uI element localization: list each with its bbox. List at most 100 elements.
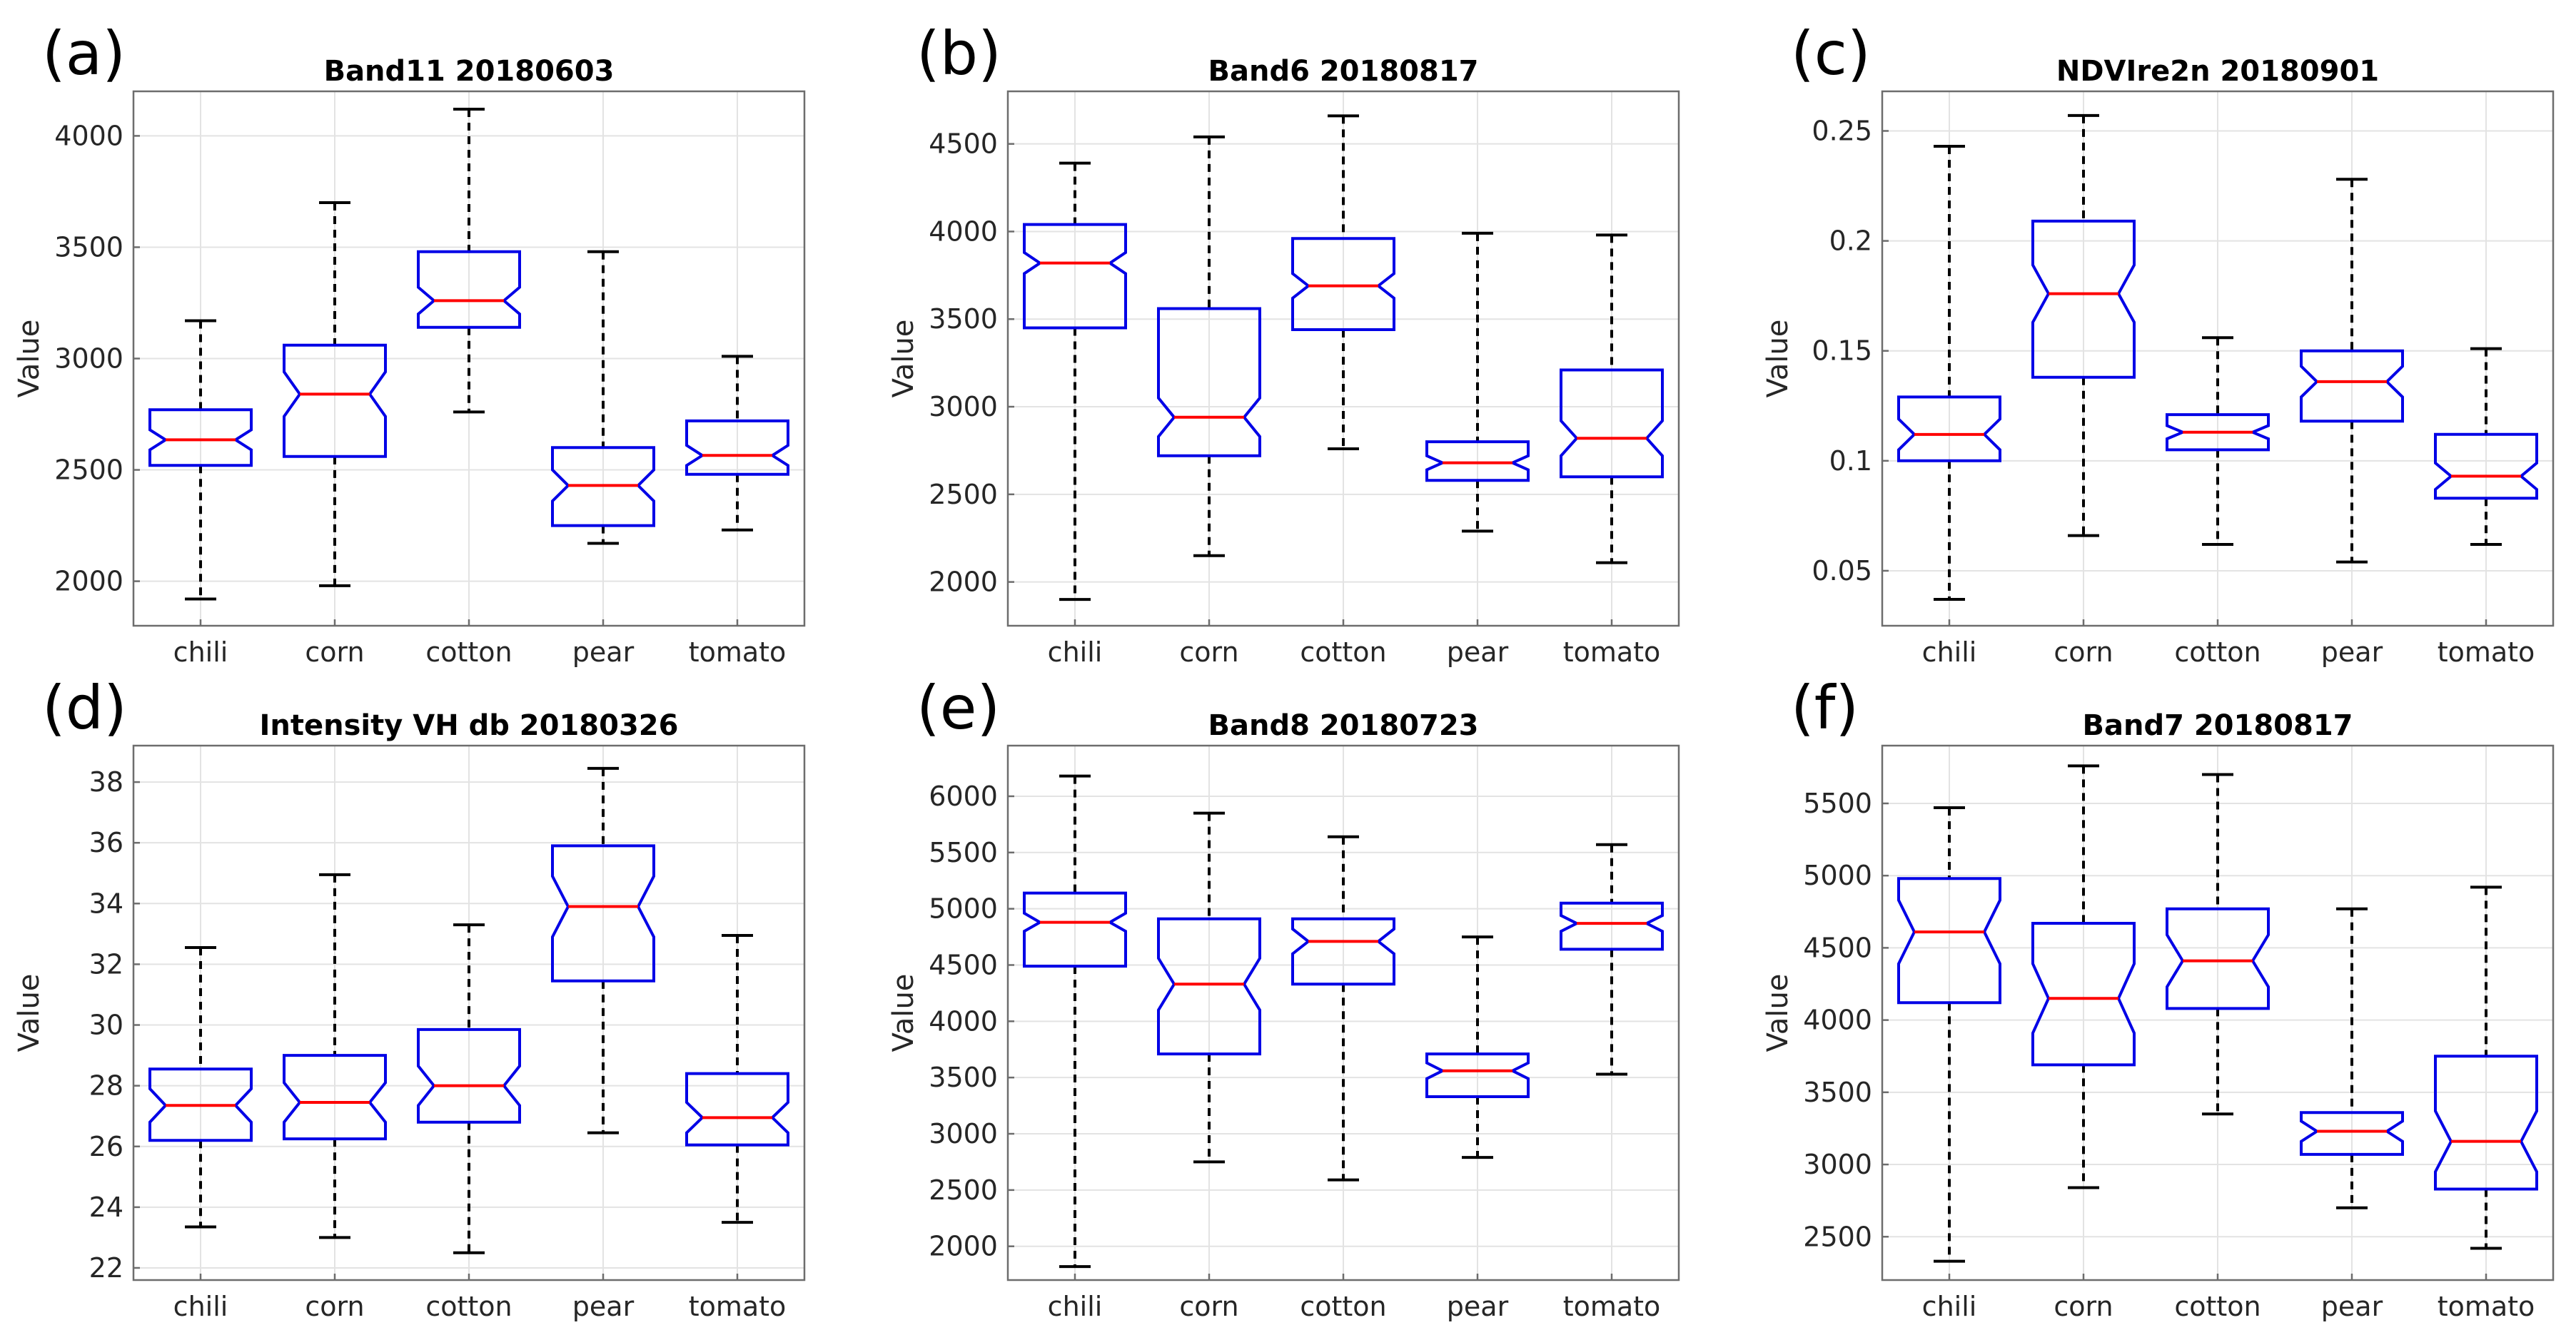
notched-box	[2300, 349, 2404, 423]
x-tick-label: cotton	[425, 1291, 512, 1322]
y-axis-label: Value	[1762, 320, 1794, 398]
box-chili	[1023, 161, 1127, 601]
notched-box	[283, 343, 387, 458]
notched-box	[1897, 877, 2001, 1005]
box-corn	[1157, 811, 1261, 1164]
box-pear	[2300, 907, 2404, 1209]
box-cotton	[2166, 773, 2270, 1116]
box-corn	[283, 873, 387, 1239]
y-tick-label: 36	[89, 827, 123, 858]
y-tick-label: 3500	[1803, 1077, 1872, 1108]
notched-box	[417, 1027, 521, 1124]
panel-label: (f)	[1791, 673, 1859, 743]
box-corn	[283, 201, 387, 587]
x-tick-label: chili	[173, 1291, 228, 1322]
notched-box	[2434, 432, 2538, 500]
box-tomato	[1560, 843, 1664, 1076]
x-tick-label: pear	[1447, 636, 1509, 668]
box-chili	[148, 319, 253, 601]
x-tick-label: tomato	[689, 1291, 787, 1322]
panel-d: 22 24 26 28 30 32 34 36 38 chili corn cotton pear tom…	[13, 673, 806, 1322]
y-tick-label: 3000	[929, 1118, 998, 1149]
y-tick-label: 2500	[1803, 1221, 1872, 1252]
x-tick-label: pear	[2321, 1291, 2383, 1322]
y-tick-label: 0.15	[1812, 335, 1872, 367]
box-cotton	[417, 107, 521, 414]
y-tick-label: 0.2	[1829, 225, 1872, 257]
y-tick-label: 38	[89, 766, 123, 798]
notched-box	[2166, 413, 2270, 452]
box-tomato	[685, 355, 789, 532]
notched-box	[2434, 1055, 2538, 1191]
box-chili	[1023, 774, 1127, 1269]
x-tick-label: corn	[2054, 1291, 2113, 1322]
notched-box	[2031, 922, 2136, 1067]
x-tick-label: cotton	[2174, 636, 2261, 668]
y-axis-label: Value	[887, 320, 920, 398]
y-axis-label: Value	[13, 974, 46, 1052]
y-tick-label: 4000	[929, 215, 998, 247]
notched-box	[2300, 1111, 2404, 1156]
chart-title: NDVIre2n 20180901	[2056, 55, 2379, 88]
y-tick-label: 4000	[1803, 1005, 1872, 1036]
box-corn	[1157, 135, 1261, 557]
panel-a: 2000 2500 3000 3500 4000 chili corn cotton pear t…	[13, 19, 806, 668]
x-tick-label: corn	[1179, 636, 1238, 668]
panel-label: (b)	[916, 19, 1001, 88]
notched-box	[417, 250, 521, 329]
notched-box	[551, 844, 655, 983]
panel-label: (a)	[42, 19, 126, 88]
notched-box	[1023, 223, 1127, 330]
x-tick-label: tomato	[689, 636, 787, 668]
box-tomato	[2434, 347, 2538, 546]
notched-box	[685, 1072, 789, 1147]
panel-e: 2000 2500 3000 3500 4000 4500 5000 5500 6000 chil…	[887, 673, 1680, 1322]
y-tick-label: 4000	[929, 1005, 998, 1037]
box-corn	[2031, 764, 2136, 1189]
notched-box	[1157, 917, 1261, 1056]
box-pear	[551, 766, 655, 1134]
box-pear	[1425, 935, 1530, 1159]
y-axis-label: Value	[887, 974, 920, 1052]
x-tick-label: corn	[1179, 1291, 1238, 1322]
notched-box	[283, 1054, 387, 1141]
box-corn	[2031, 113, 2136, 537]
notched-box	[1023, 891, 1127, 968]
box-tomato	[685, 933, 789, 1224]
box-chili	[148, 946, 253, 1229]
y-tick-label: 0.05	[1812, 555, 1872, 587]
x-tick-label: corn	[305, 636, 364, 668]
y-axis-label: Value	[1762, 974, 1794, 1052]
y-tick-label: 2500	[929, 479, 998, 510]
y-tick-label: 0.1	[1829, 445, 1872, 477]
x-tick-label: tomato	[2438, 1291, 2535, 1322]
chart-title: Band7 20180817	[2082, 709, 2353, 742]
x-tick-label: tomato	[2438, 636, 2535, 668]
notched-box	[148, 408, 253, 467]
y-tick-label: 2000	[929, 567, 998, 598]
box-cotton	[2166, 336, 2270, 546]
y-tick-label: 22	[89, 1252, 123, 1284]
notched-box	[1560, 901, 1664, 951]
box-tomato	[1560, 233, 1664, 564]
y-tick-label: 3000	[1803, 1149, 1872, 1180]
notched-box	[1291, 237, 1395, 331]
x-tick-label: cotton	[1300, 1291, 1386, 1322]
notched-box	[685, 419, 789, 476]
x-tick-label: pear	[572, 1291, 635, 1322]
box-chili	[1897, 806, 2001, 1263]
notched-box	[148, 1067, 253, 1142]
x-tick-label: chili	[1048, 1291, 1103, 1322]
box-pear	[1425, 231, 1530, 533]
y-tick-label: 2000	[54, 566, 123, 597]
y-tick-label: 3000	[54, 343, 123, 375]
y-axis-label: Value	[13, 320, 46, 398]
box-pear	[551, 250, 655, 545]
y-tick-label: 30	[89, 1010, 123, 1041]
x-tick-label: chili	[1048, 636, 1103, 668]
y-tick-label: 2500	[929, 1174, 998, 1206]
notched-box	[1425, 440, 1530, 482]
x-tick-label: pear	[2321, 636, 2383, 668]
y-tick-label: 34	[89, 888, 123, 919]
